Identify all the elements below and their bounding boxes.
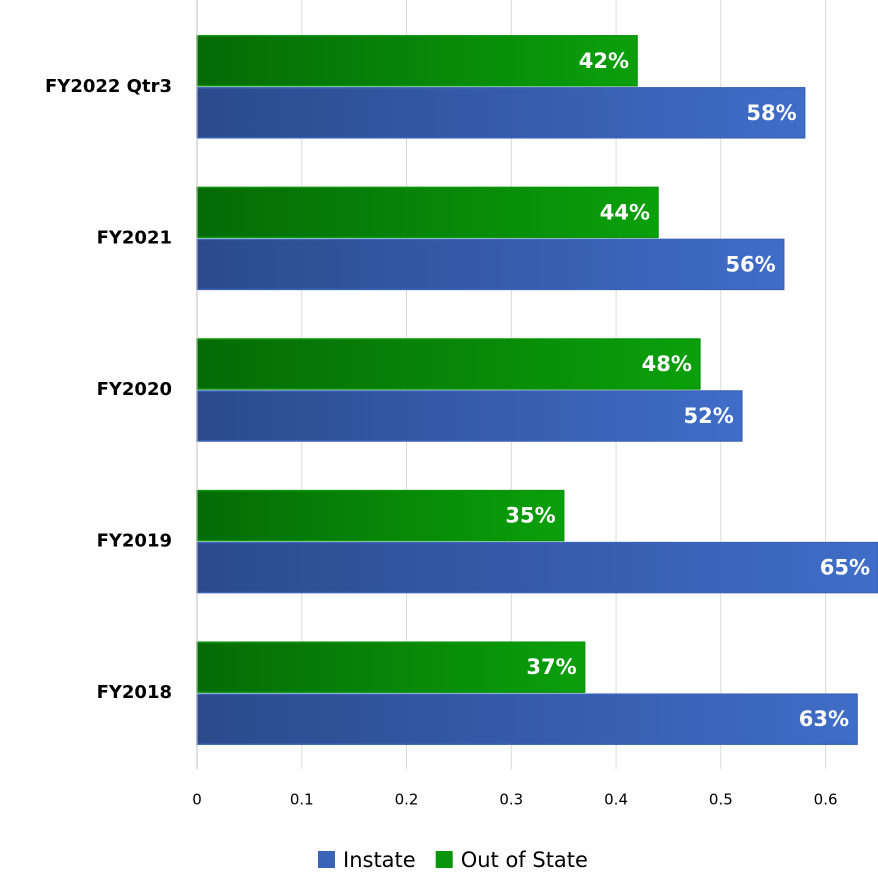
bar xyxy=(196,35,638,87)
x-tick-label: 0.3 xyxy=(499,791,523,809)
bar xyxy=(196,693,858,745)
bar xyxy=(196,541,878,594)
value-label: 44% xyxy=(600,200,650,224)
y-tick-label: FY2019 xyxy=(97,531,172,552)
value-label: 42% xyxy=(579,49,629,73)
bar xyxy=(196,338,701,390)
value-label: 52% xyxy=(684,404,734,428)
value-label: 63% xyxy=(799,707,849,731)
value-label: 56% xyxy=(725,252,775,276)
y-tick-label: FY2020 xyxy=(97,379,172,400)
x-tick-label: 0.4 xyxy=(604,791,628,809)
value-label: 37% xyxy=(526,655,576,679)
bar xyxy=(196,390,743,442)
x-tick-label: 0 xyxy=(192,791,202,809)
legend-swatch xyxy=(318,851,335,868)
value-label: 35% xyxy=(505,504,555,528)
legend-label: Out of State xyxy=(461,848,588,872)
bar xyxy=(196,238,785,291)
y-tick-label: FY2018 xyxy=(97,682,172,703)
x-tick-label: 0.1 xyxy=(290,791,314,809)
y-tick-label: FY2022 Qtr3 xyxy=(45,76,172,97)
value-label: 58% xyxy=(746,101,796,125)
x-tick-label: 0.5 xyxy=(709,791,733,809)
x-tick-label: 0.6 xyxy=(814,791,838,809)
y-tick-label: FY2021 xyxy=(97,227,172,248)
value-label: 65% xyxy=(820,556,870,580)
value-label: 48% xyxy=(642,352,692,376)
bar xyxy=(196,641,586,693)
bar xyxy=(196,186,659,239)
legend-label: Instate xyxy=(343,848,416,872)
legend-swatch xyxy=(435,851,453,868)
bar xyxy=(196,87,806,139)
x-tick-label: 0.2 xyxy=(395,791,419,809)
